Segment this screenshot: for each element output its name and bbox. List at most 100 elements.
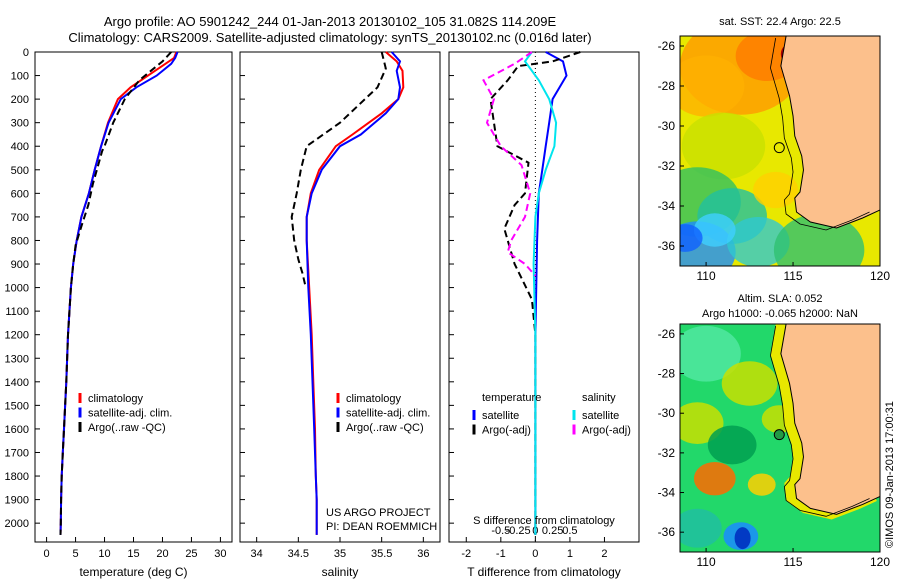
sla-map-field [680, 324, 880, 552]
difference-legend-entry: Argo(-adj) [582, 425, 631, 437]
depth-tick-label: 300 [11, 118, 29, 130]
salinity-legend-entry: satellite-adj. clim. [346, 408, 430, 420]
temperature-series-1 [59, 51, 179, 535]
difference-legend-group-title: temperature [482, 392, 541, 404]
sla-map-title2: Argo h1000: -0.065 h2000: NaN [702, 308, 858, 320]
sla-map-blob [721, 361, 778, 406]
sst-map-ytick-label: -32 [658, 159, 676, 173]
sla-map-ytick-label: -26 [658, 327, 676, 341]
salinity-xtick-label: 35 [334, 548, 346, 560]
depth-tick-label: 1200 [5, 330, 29, 342]
depth-tick-label: 200 [11, 94, 29, 106]
difference-series-0 [534, 51, 568, 535]
temperature-legend-entry: satellite-adj. clim. [88, 408, 172, 420]
salinity-frame [239, 51, 441, 543]
sst-map-ytick-label: -36 [658, 239, 676, 253]
sst-map-frame [679, 35, 881, 267]
salinity-legend-entry: Argo(..raw -QC) [346, 422, 424, 434]
difference-xtick-label: 2 [601, 548, 607, 560]
sla-map-blob [747, 473, 776, 496]
difference-xlabel2: S difference from climatology [473, 515, 615, 527]
temperature-xtick-label: 15 [127, 548, 139, 560]
sst-map-blob [773, 213, 865, 266]
sst-map-xtick-label: 115 [783, 269, 802, 283]
sla-map-low-core [734, 527, 751, 550]
salinity-xtick-label: 34.5 [288, 548, 309, 560]
sla-map-blob [680, 508, 722, 548]
difference-legend-group-title: salinity [582, 392, 616, 404]
title-line-2: Climatology: CARS2009. Satellite-adjuste… [68, 30, 592, 45]
temperature-xtick-label: 30 [214, 548, 226, 560]
sst-map-argo-marker [773, 142, 785, 154]
depth-tick-label: 1700 [5, 447, 29, 459]
temperature-xtick-label: 0 [44, 548, 50, 560]
depth-tick-label: 600 [11, 188, 29, 200]
sst-map-blob [680, 55, 745, 117]
depth-tick-label: 500 [11, 165, 29, 177]
sst-map-blob [680, 224, 703, 252]
depth-tick-label: 1900 [5, 495, 29, 507]
salinity-series-0 [305, 51, 405, 535]
sst-map-blob [753, 171, 799, 209]
temperature-legend-entry: climatology [88, 393, 144, 405]
difference-series-2 [523, 51, 558, 535]
sla-map-ytick-label: -30 [658, 406, 676, 420]
sla-map-ytick-label: -32 [658, 446, 676, 460]
sst-map-xtick-label: 120 [870, 269, 890, 283]
sla-map-argo-marker [773, 429, 785, 441]
difference-stick-label: -0.5 [491, 525, 510, 537]
sla-map-xtick-label: 110 [697, 555, 716, 569]
depth-tick-label: 700 [11, 212, 29, 224]
depth-tick-label: 0 [23, 47, 29, 59]
sst-map-ytick-label: -28 [658, 79, 676, 93]
difference-xtick-label: 1 [567, 548, 573, 560]
depth-tick-label: 400 [11, 141, 29, 153]
sst-map-field [680, 36, 880, 266]
depth-tick-label: 2000 [5, 518, 29, 530]
difference-xlabel: T difference from climatology [467, 565, 621, 579]
salinity-xlabel: salinity [322, 565, 359, 579]
sst-map-blob [681, 112, 766, 180]
sst-map-xtick-label: 110 [697, 269, 716, 283]
depth-tick-label: 1100 [5, 306, 29, 318]
difference-xtick-label: -1 [496, 548, 506, 560]
sst-map-blob [693, 213, 736, 247]
sla-map-shelf-band [770, 324, 877, 520]
temperature-xtick-label: 10 [98, 548, 110, 560]
sla-map-frame [679, 323, 881, 553]
sla-map-xtick-label: 115 [783, 555, 802, 569]
pi-annotation: PI: DEAN ROEMMICH [326, 521, 437, 533]
title-line-1: Argo profile: AO 5901242_244 01-Jan-2013… [103, 14, 557, 29]
copyright-label: ©IMOS 09-Jan-2013 17:00:31 [884, 401, 896, 548]
temperature-xlabel: temperature (deg C) [79, 565, 187, 579]
sla-map-ytick-label: -36 [658, 525, 676, 539]
sst-map-ytick-label: -26 [658, 39, 676, 53]
depth-tick-label: 100 [11, 71, 29, 83]
difference-legend-entry: satellite [482, 410, 519, 422]
depth-tick-label: 1400 [5, 377, 29, 389]
sst-map-title: sat. SST: 22.4 Argo: 22.5 [719, 16, 841, 28]
depth-tick-label: 1300 [5, 353, 29, 365]
salinity-legend-entry: climatology [346, 393, 402, 405]
difference-legend-entry: Argo(-adj) [482, 425, 531, 437]
difference-stick-label: 0.5 [562, 525, 577, 537]
temperature-xtick-label: 25 [185, 548, 197, 560]
sla-map-ytick-label: -34 [658, 486, 676, 500]
salinity-xtick-label: 34 [251, 548, 263, 560]
depth-tick-label: 1500 [5, 400, 29, 412]
sla-map-isobath [770, 325, 870, 517]
difference-series-3 [482, 51, 537, 277]
salinity-series-1 [305, 51, 402, 535]
depth-tick-label: 1600 [5, 424, 29, 436]
sst-map-blob [726, 216, 790, 266]
difference-xtick-label: -2 [461, 548, 471, 560]
sla-map-xtick-label: 120 [870, 555, 890, 569]
difference-legend-entry: satellite [582, 410, 619, 422]
depth-tick-label: 900 [11, 259, 29, 271]
salinity-series-2 [290, 51, 387, 288]
temperature-legend-entry: Argo(..raw -QC) [88, 422, 166, 434]
depth-tick-label: 800 [11, 235, 29, 247]
difference-stick-label: 0.25 [542, 525, 563, 537]
temperature-series-2 [59, 51, 172, 535]
